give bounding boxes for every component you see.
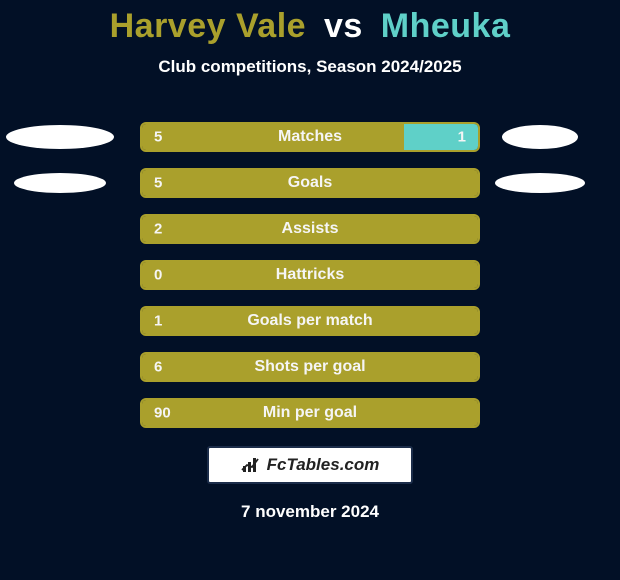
stat-row: Assists 2	[0, 214, 620, 244]
player1-fill	[142, 124, 404, 150]
player2-ellipse	[495, 173, 585, 193]
stat-row: Min per goal 90	[0, 398, 620, 428]
player1-value: 1	[154, 313, 162, 330]
fctables-logo: FcTables.com	[207, 446, 413, 484]
stat-bar: Shots per goal 6	[140, 352, 480, 382]
date: 7 november 2024	[0, 502, 620, 522]
title: Harvey Vale vs Mheuka	[0, 0, 620, 47]
stat-bar: Hattricks 0	[140, 260, 480, 290]
player2-ellipse	[502, 125, 578, 149]
logo-text: FcTables.com	[267, 455, 380, 475]
stat-label: Goals per match	[247, 312, 372, 330]
stat-row: Goals per match 1	[0, 306, 620, 336]
stat-label: Shots per goal	[254, 358, 365, 376]
title-vs: vs	[324, 7, 363, 45]
stat-row: Hattricks 0	[0, 260, 620, 290]
player1-value: 2	[154, 221, 162, 238]
player1-value: 90	[154, 405, 171, 422]
stat-label: Goals	[288, 174, 332, 192]
comparison-infographic: Harvey Vale vs Mheuka Club competitions,…	[0, 0, 620, 580]
title-player2: Mheuka	[381, 7, 511, 45]
stat-bar: Assists 2	[140, 214, 480, 244]
stat-rows: Matches 5 1 Goals 5 Assists 2 Hattricks 0 Goals p…	[0, 122, 620, 444]
stat-bar: Goals 5	[140, 168, 480, 198]
player1-ellipse	[14, 173, 106, 193]
bar-chart-icon	[241, 456, 263, 474]
stat-bar: Min per goal 90	[140, 398, 480, 428]
player2-value: 1	[458, 129, 466, 146]
stat-row: Goals 5	[0, 168, 620, 198]
player1-value: 5	[154, 129, 162, 146]
stat-bar: Goals per match 1	[140, 306, 480, 336]
title-player1: Harvey Vale	[110, 7, 306, 45]
player2-fill	[404, 124, 478, 150]
stat-bar: Matches 5 1	[140, 122, 480, 152]
logo-inner: FcTables.com	[241, 455, 380, 475]
stat-label: Assists	[282, 220, 339, 238]
stat-label: Min per goal	[263, 404, 357, 422]
stat-row: Matches 5 1	[0, 122, 620, 152]
stat-label: Hattricks	[276, 266, 344, 284]
stat-row: Shots per goal 6	[0, 352, 620, 382]
stat-label: Matches	[278, 128, 342, 146]
player1-value: 6	[154, 359, 162, 376]
player1-ellipse	[6, 125, 114, 149]
subtitle: Club competitions, Season 2024/2025	[0, 57, 620, 77]
player1-value: 0	[154, 267, 162, 284]
player1-value: 5	[154, 175, 162, 192]
